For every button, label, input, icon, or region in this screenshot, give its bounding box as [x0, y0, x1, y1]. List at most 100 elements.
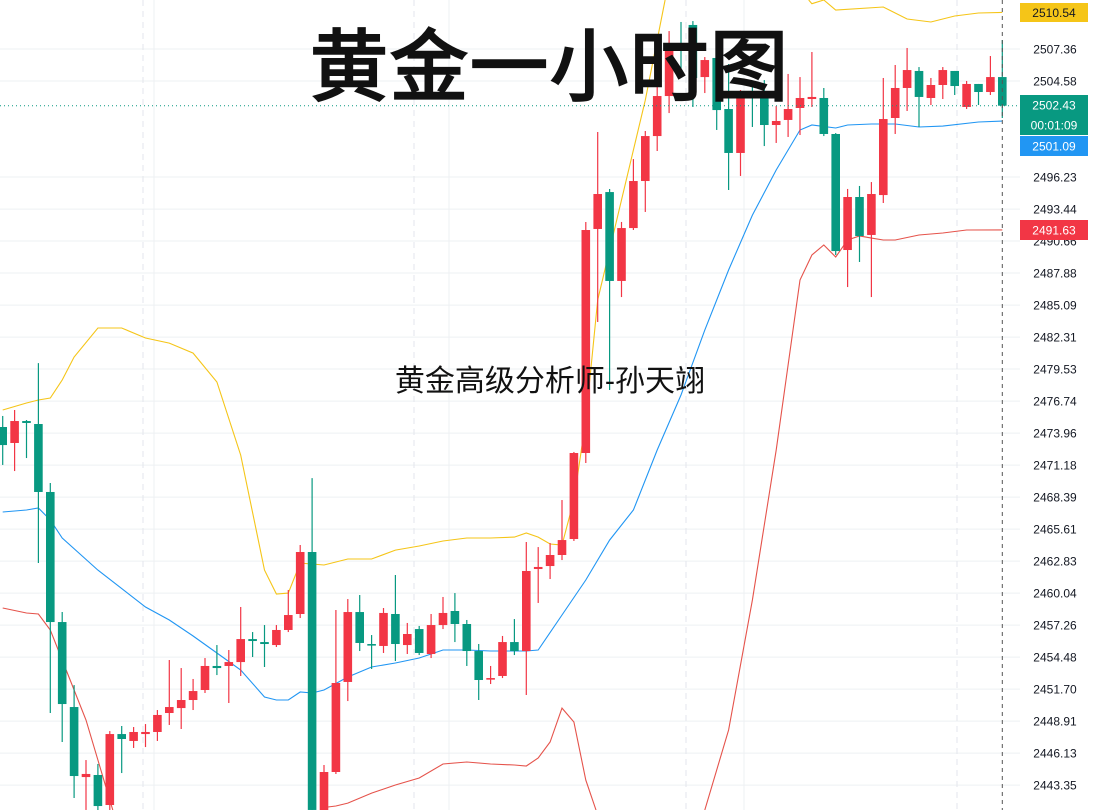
candle: [129, 727, 138, 748]
candle-body: [486, 678, 495, 680]
candle-body: [736, 92, 745, 153]
candle-body: [783, 109, 793, 120]
candle-body: [581, 230, 591, 453]
candle: [81, 760, 91, 810]
candle-body: [272, 629, 281, 646]
candle-body: [867, 194, 876, 235]
price-tick-label: 2465.61: [1033, 523, 1077, 537]
candle: [212, 645, 222, 676]
price-tick-label: 2443.35: [1033, 779, 1077, 793]
candle: [831, 133, 840, 255]
candle-body: [890, 87, 900, 118]
lower-band-badge: 2491.63: [1020, 220, 1088, 240]
candle-body: [438, 612, 448, 626]
candle: [629, 159, 638, 231]
candle: [771, 106, 781, 143]
candle: [760, 80, 769, 147]
candle-body: [462, 624, 472, 652]
candle-body: [81, 773, 91, 778]
candle-body: [141, 731, 150, 735]
candle: [938, 67, 948, 100]
price-tick-label: 2504.58: [1033, 74, 1077, 88]
price-badges: 2510.54 2502.43 00:01:09 2501.09 2491.63: [1020, 3, 1088, 240]
candle-body: [93, 774, 103, 807]
candle: [950, 70, 959, 95]
price-tick-label: 2457.26: [1033, 619, 1077, 633]
candle: [867, 182, 876, 298]
lower-band-line: [322, 707, 597, 810]
candle-body: [153, 714, 162, 732]
lower-band-badge-background: [1020, 220, 1088, 240]
candle: [426, 613, 436, 659]
bollinger-bands: [2, 0, 1003, 810]
candle-body: [700, 60, 710, 78]
candle-body: [176, 700, 186, 709]
candle: [403, 622, 412, 655]
candle: [462, 619, 472, 666]
price-tick-label: 2479.53: [1033, 363, 1077, 377]
countdown-badge: 00:01:09: [1020, 115, 1088, 135]
overlay-title: 黄金一小时图: [309, 22, 790, 113]
candle-body: [307, 552, 317, 810]
candle: [510, 619, 519, 656]
candle-body: [498, 642, 507, 676]
candle-body: [962, 83, 971, 107]
candle-body: [248, 639, 257, 642]
candle-body: [938, 70, 948, 85]
candle: [93, 763, 103, 810]
candle: [974, 83, 983, 106]
candle-body: [403, 634, 412, 646]
candle-body: [652, 96, 662, 137]
candle: [617, 221, 626, 298]
candle: [545, 543, 555, 580]
candle-body: [367, 644, 376, 646]
price-tick-label: 2493.44: [1033, 203, 1077, 217]
candle-body: [426, 625, 436, 655]
candle: [284, 589, 293, 633]
candle: [46, 483, 55, 714]
candle-body: [188, 691, 198, 701]
candle: [153, 710, 162, 741]
candle-body: [664, 44, 674, 97]
candle: [188, 678, 198, 711]
candle-body: [974, 83, 983, 93]
candle-body: [236, 639, 245, 663]
candle: [176, 668, 186, 729]
candle-body: [807, 96, 817, 100]
candle: [986, 56, 995, 95]
candle: [10, 409, 19, 472]
candle-body: [343, 612, 353, 682]
candle-body: [748, 90, 757, 95]
candle: [676, 21, 686, 71]
middle-band-badge-label: 2501.09: [1032, 140, 1076, 154]
candle-body: [676, 43, 686, 45]
price-tick-label: 2476.74: [1033, 395, 1077, 409]
price-tick-label: 2451.70: [1033, 683, 1077, 697]
candle: [581, 221, 591, 463]
candle: [486, 665, 495, 685]
candle: [700, 57, 710, 94]
candle: [712, 56, 721, 130]
candle: [57, 612, 67, 742]
price-tick-label: 2471.18: [1033, 459, 1077, 473]
candle-body: [34, 424, 43, 492]
candle: [450, 593, 460, 643]
price-tick-label: 2473.96: [1033, 427, 1077, 441]
upper-band-line: [808, 0, 1003, 23]
candle: [272, 625, 281, 647]
candle: [879, 77, 888, 203]
candle-body: [57, 622, 67, 705]
middle-band-line: [2, 120, 1003, 701]
price-tick-label: 2462.83: [1033, 555, 1077, 569]
lower-band-badge-label: 2491.63: [1032, 224, 1076, 238]
candle: [165, 659, 174, 725]
candle-body: [843, 197, 852, 251]
price-tick-label: 2468.39: [1033, 491, 1077, 505]
upper-band-badge: 2510.54: [1020, 3, 1088, 22]
candle: [522, 542, 531, 695]
candle-body: [260, 642, 269, 645]
candle-body: [319, 772, 329, 810]
candle-body: [165, 707, 174, 714]
candle: [307, 478, 317, 810]
